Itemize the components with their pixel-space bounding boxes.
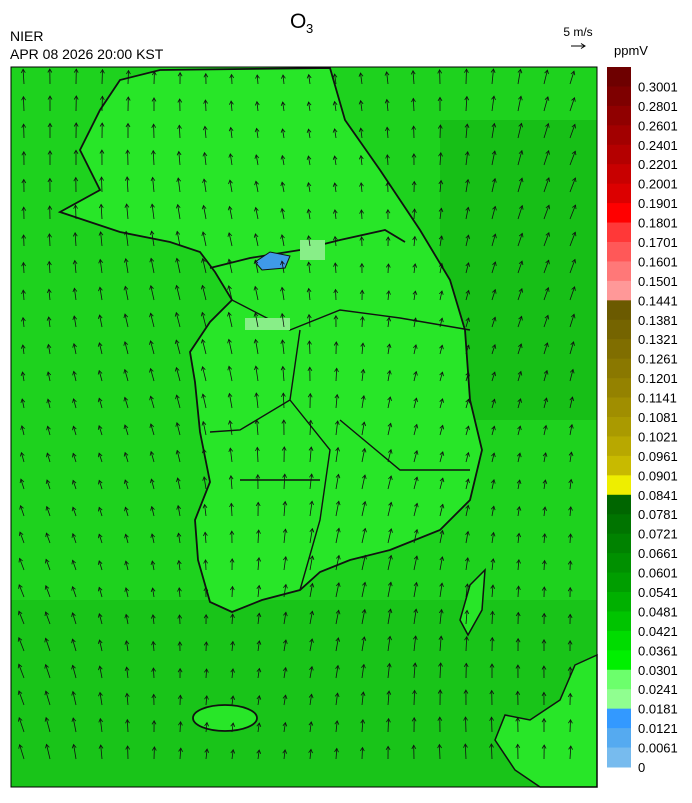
- colorbar-label: 0.2201: [638, 157, 678, 172]
- colorbar-label: 0.0961: [638, 449, 678, 464]
- wind-arrow: [570, 720, 571, 732]
- colorbar-label: 0.1381: [638, 313, 678, 328]
- wind-arrow: [232, 75, 233, 85]
- title-subscript: 3: [306, 21, 313, 36]
- colorbar-segment: [607, 67, 631, 87]
- colorbar-label: 0.0841: [638, 488, 678, 503]
- colorbar-label: 0.1081: [638, 410, 678, 425]
- colorbar-label: 0.0121: [638, 721, 678, 736]
- colorbar-segment: [607, 398, 631, 418]
- colorbar-label: 0.0061: [638, 741, 678, 756]
- colorbar-label: 0.0781: [638, 507, 678, 522]
- colorbar-segment: [607, 670, 631, 690]
- colorbar-label: 0.0661: [638, 546, 678, 561]
- colorbar-label: 0.0601: [638, 566, 678, 581]
- colorbar-label: 0.1261: [638, 352, 678, 367]
- wind-arrow: [76, 205, 77, 219]
- colorbar-segment: [607, 106, 631, 126]
- colorbar-segment: [607, 320, 631, 340]
- colorbar-segment: [607, 242, 631, 262]
- colorbar-label: 0.3001: [638, 79, 678, 94]
- light-patch: [300, 240, 325, 260]
- colorbar-segment: [607, 145, 631, 165]
- colorbar-segment: [607, 748, 631, 768]
- colorbar-segment: [607, 300, 631, 320]
- title: O: [290, 10, 306, 33]
- colorbar-segment: [607, 339, 631, 359]
- colorbar-label: 0.1021: [638, 429, 678, 444]
- wind-arrow: [128, 71, 129, 84]
- wind-arrow: [492, 717, 493, 732]
- wind-arrow: [102, 177, 103, 192]
- colorbar-segment: [607, 475, 631, 495]
- colorbar-segment: [607, 611, 631, 631]
- colorbar-segment: [607, 436, 631, 456]
- colorbar-segment: [607, 573, 631, 593]
- colorbar-segment: [607, 728, 631, 748]
- colorbar-label: 0.0241: [638, 682, 678, 697]
- colorbar-segment: [607, 709, 631, 729]
- colorbar-segment: [607, 631, 631, 651]
- colorbar-segment: [607, 164, 631, 184]
- colorbar-segment: [607, 359, 631, 379]
- jeju-island: [193, 705, 257, 731]
- colorbar-label: 0.0301: [638, 663, 678, 678]
- colorbar-label: 0.2801: [638, 99, 678, 114]
- map: [11, 67, 597, 787]
- colorbar-segment: [607, 223, 631, 243]
- colorbar-label: 0.0541: [638, 585, 678, 600]
- legend-unit: ppmV: [614, 43, 648, 58]
- colorbar-label: 0.1701: [638, 235, 678, 250]
- colorbar-label: 0.0421: [638, 624, 678, 639]
- colorbar-segment: [607, 495, 631, 515]
- colorbar-segment: [607, 184, 631, 204]
- wind-arrow: [336, 290, 337, 301]
- colorbar-segment: [607, 261, 631, 281]
- colorbar-label: 0.2001: [638, 177, 678, 192]
- colorbar-label: 0.1321: [638, 332, 678, 347]
- wind-arrow: [466, 717, 467, 732]
- colorbar-segment: [607, 417, 631, 437]
- wind-reference-arrow: [571, 44, 585, 49]
- colorbar-segment: [607, 203, 631, 223]
- colorbar-label: 0.2601: [638, 118, 678, 133]
- colorbar-segment: [607, 456, 631, 476]
- colorbar-segment: [607, 281, 631, 301]
- colorbar-segment: [607, 378, 631, 398]
- colorbar-segment: [607, 592, 631, 612]
- colorbar-segment: [607, 689, 631, 709]
- wind-reference-label: 5 m/s: [563, 25, 592, 39]
- wind-arrow: [466, 69, 467, 84]
- agency: NIER: [10, 28, 43, 44]
- colorbar-label: 0.0361: [638, 643, 678, 658]
- colorbar-segment: [607, 86, 631, 106]
- colorbar-segment: [607, 514, 631, 534]
- wind-arrow: [232, 587, 233, 597]
- colorbar-label: 0.1901: [638, 196, 678, 211]
- colorbar-label: 0.1801: [638, 216, 678, 231]
- colorbar-label: 0.0721: [638, 527, 678, 542]
- colorbar-label: 0.0181: [638, 702, 678, 717]
- colorbar-segment: [607, 650, 631, 670]
- colorbar-label: 0.1501: [638, 274, 678, 289]
- wind-arrow: [206, 560, 207, 570]
- colorbar-segment: [607, 534, 631, 554]
- colorbar-label: 0.1601: [638, 254, 678, 269]
- colorbar: 0.3001 0.2801 0.2601 0.2401 0.2201 0.2001 0.19…: [607, 67, 678, 775]
- wind-arrow: [362, 748, 363, 760]
- timestamp: APR 08 2026 20:00 KST: [10, 46, 164, 62]
- colorbar-label: 0: [638, 760, 645, 775]
- colorbar-label: 0.0901: [638, 468, 678, 483]
- colorbar-label: 0.1201: [638, 371, 678, 386]
- colorbar-label: 0.1441: [638, 293, 678, 308]
- colorbar-segment: [607, 125, 631, 145]
- colorbar-label: 0.0481: [638, 604, 678, 619]
- colorbar-label: 0.2401: [638, 138, 678, 153]
- wind-arrow: [102, 70, 103, 84]
- colorbar-label: 0.1141: [638, 391, 677, 406]
- colorbar-segment: [607, 553, 631, 573]
